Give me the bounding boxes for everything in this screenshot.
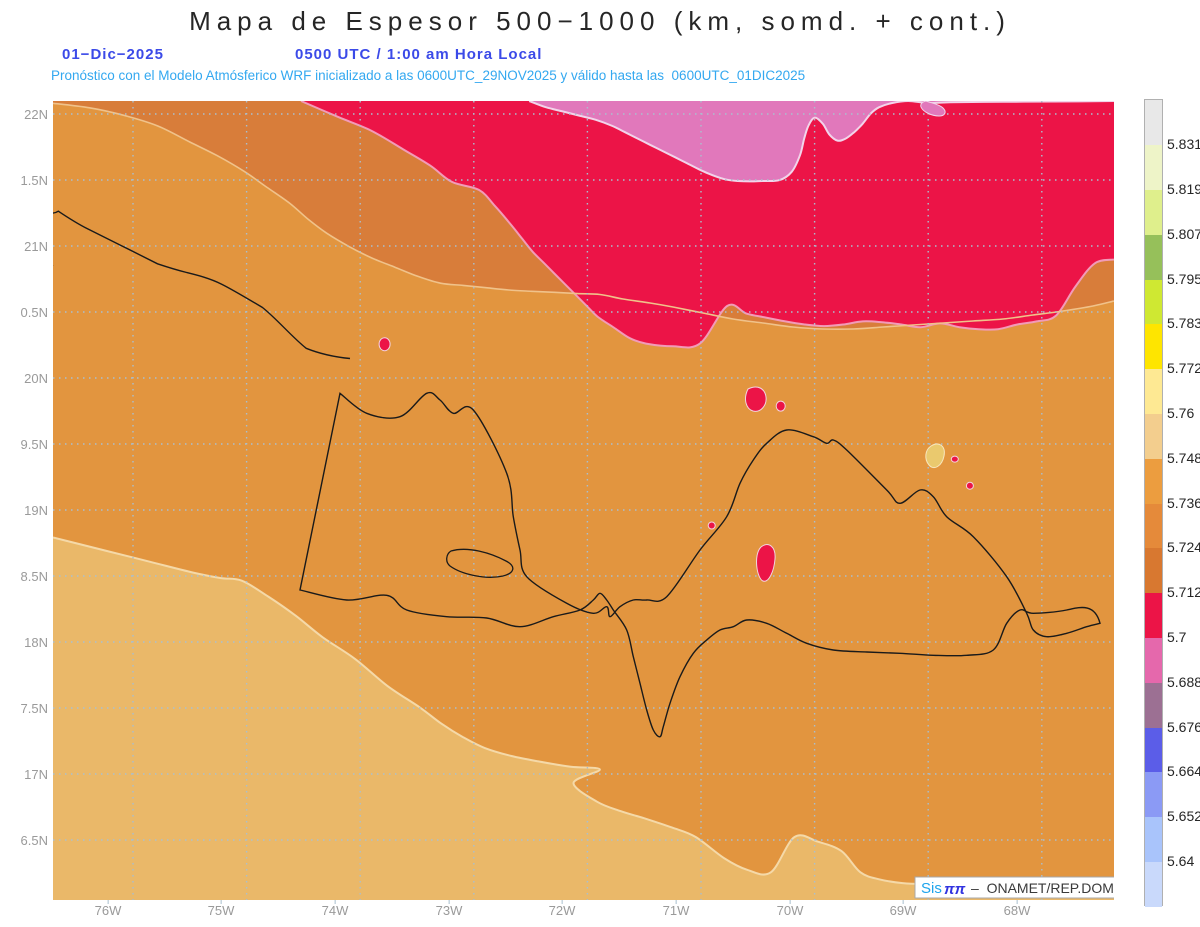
svg-text:– ONAMET/REP.DOM.: – ONAMET/REP.DOM. xyxy=(971,880,1114,896)
svg-text:ππ: ππ xyxy=(944,881,966,898)
svg-text:Sis: Sis xyxy=(921,880,942,897)
